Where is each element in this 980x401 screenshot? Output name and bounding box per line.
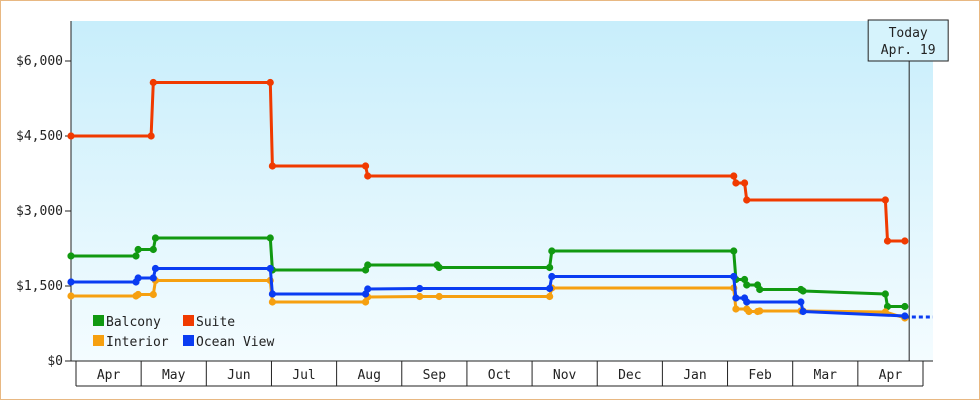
series-point-suite xyxy=(364,172,372,180)
x-tick-label: Mar xyxy=(814,368,838,383)
x-axis: Apr May Jun Jul Aug Sep Oct Nov Dec Jan Feb Mar Apr xyxy=(71,360,933,387)
series-point-suite xyxy=(743,196,751,204)
series-point-interior xyxy=(67,292,75,300)
series-point-balcony xyxy=(799,287,807,295)
series-point-interior xyxy=(546,292,554,301)
today-box xyxy=(867,19,949,62)
series-point-ocean-view xyxy=(797,298,805,306)
y-tick-label: $6,000 xyxy=(16,54,63,69)
series-layer xyxy=(67,78,933,322)
x-tick-label: Aug xyxy=(357,368,380,383)
series-line-suite xyxy=(71,81,905,243)
x-tick-label: Dec xyxy=(618,368,641,383)
y-tick-label: $0 xyxy=(47,354,63,369)
series-point-balcony xyxy=(151,234,160,242)
series-point-ocean-view xyxy=(364,285,372,293)
series-point-suite xyxy=(740,179,749,187)
series-point-suite xyxy=(361,162,370,170)
series-point-ocean-view xyxy=(149,274,157,282)
series-point-balcony xyxy=(743,281,751,289)
series-point-balcony xyxy=(740,275,749,284)
series-point-ocean-view xyxy=(732,294,740,302)
x-tick-label: Apr xyxy=(97,368,121,383)
x-tick-label: Jul xyxy=(292,368,315,383)
x-tick-label: Jan xyxy=(683,368,706,383)
series-point-ocean-view xyxy=(416,284,424,293)
legend-label-suite: Suite xyxy=(196,315,235,330)
series-point-suite xyxy=(881,196,889,204)
x-tick-label: Oct xyxy=(488,368,511,383)
series-point-balcony xyxy=(901,302,909,311)
series-point-ocean-view xyxy=(548,272,556,281)
series-point-ocean-view xyxy=(134,274,142,282)
series-point-balcony xyxy=(756,285,764,294)
series-point-balcony xyxy=(883,302,892,311)
x-tick-label: Apr xyxy=(879,368,903,383)
series-point-ocean-view xyxy=(546,284,554,293)
y-tick-label: $4,500 xyxy=(16,129,63,144)
today-date: Apr. 19 xyxy=(881,43,936,58)
series-point-ocean-view xyxy=(266,264,274,273)
series-ocean-view xyxy=(67,264,933,320)
series-point-balcony xyxy=(132,252,140,260)
legend-label-balcony: Balcony xyxy=(106,315,161,330)
legend-swatch-balcony xyxy=(93,315,104,326)
x-tick-label: May xyxy=(162,368,186,383)
x-tick-label: Jun xyxy=(227,368,250,383)
plot-area xyxy=(71,21,933,361)
series-point-suite xyxy=(266,78,274,87)
series-point-interior xyxy=(732,305,740,313)
series-point-balcony xyxy=(134,245,142,254)
series-point-suite xyxy=(147,132,155,140)
series-point-balcony xyxy=(364,261,372,269)
series-point-interior xyxy=(149,290,157,299)
y-tick-label: $3,000 xyxy=(16,204,63,219)
series-point-balcony xyxy=(149,245,157,254)
series-point-suite xyxy=(730,172,738,180)
legend-swatch-interior xyxy=(93,335,104,346)
series-suite xyxy=(67,78,909,245)
series-point-ocean-view xyxy=(67,278,75,286)
series-point-interior xyxy=(134,290,142,299)
series-point-balcony xyxy=(548,247,556,255)
series-point-interior xyxy=(435,292,443,301)
series-point-interior xyxy=(416,292,424,301)
series-point-ocean-view xyxy=(743,298,751,306)
legend-swatch-suite xyxy=(183,315,194,326)
series-point-interior xyxy=(268,298,277,306)
x-tick-label: Sep xyxy=(423,368,447,383)
x-tick-label: Nov xyxy=(553,368,577,383)
series-point-suite xyxy=(901,237,909,245)
series-point-ocean-view xyxy=(730,272,738,281)
y-tick-label: $1,500 xyxy=(16,279,63,294)
series-point-balcony xyxy=(67,252,75,260)
series-point-balcony xyxy=(435,263,443,272)
series-point-ocean-view xyxy=(799,307,807,316)
series-point-suite xyxy=(883,237,892,245)
series-point-balcony xyxy=(730,247,738,255)
legend-label-interior: Interior xyxy=(106,335,169,350)
legend-label-ocean-view: Ocean View xyxy=(196,335,274,350)
series-point-balcony xyxy=(546,263,554,272)
series-point-ocean-view xyxy=(901,312,909,320)
x-tick-label: Feb xyxy=(748,368,772,383)
today-marker: Today Apr. 19 xyxy=(867,19,949,361)
legend-swatch-ocean-view xyxy=(183,335,194,346)
series-point-suite xyxy=(149,78,157,87)
series-point-interior xyxy=(756,307,764,315)
series-point-suite xyxy=(268,162,277,170)
series-point-ocean-view xyxy=(268,290,277,298)
series-point-interior xyxy=(745,307,753,316)
series-point-ocean-view xyxy=(151,264,160,273)
series-point-suite xyxy=(732,179,740,187)
series-point-balcony xyxy=(266,234,274,242)
y-axis: $0 $1,500 $3,000 $4,500 $6,000 xyxy=(16,21,72,369)
legend: Balcony Suite Interior Ocean View xyxy=(93,315,274,350)
series-point-suite xyxy=(67,132,75,140)
series-point-balcony xyxy=(881,290,889,298)
today-title: Today xyxy=(889,26,928,41)
